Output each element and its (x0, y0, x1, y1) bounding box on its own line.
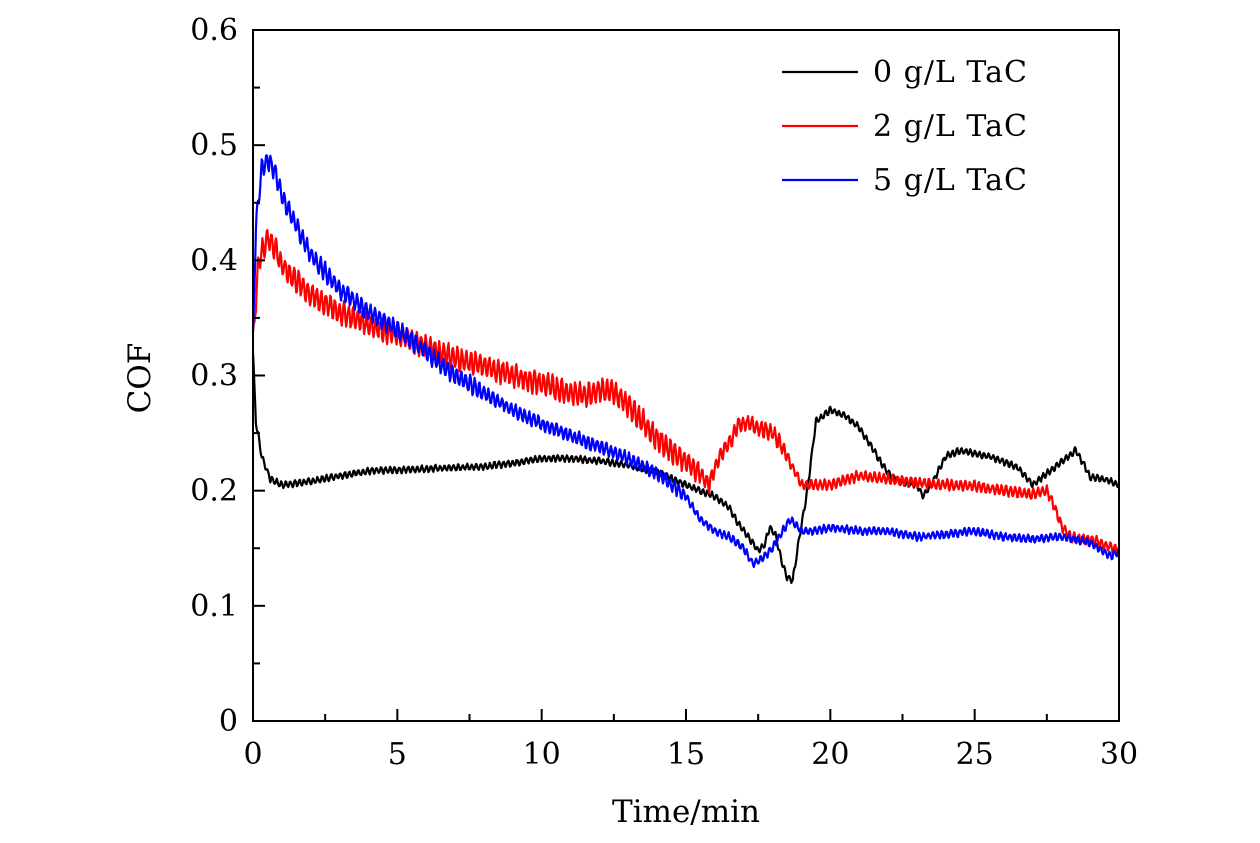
ticks-layer (252, 29, 1120, 722)
x-tick-label: 20 (811, 737, 849, 772)
x-axis-label: Time/min (612, 794, 760, 830)
y-tick-label: 0 (219, 704, 238, 739)
series-line-0 (251, 352, 1121, 584)
series-layer (251, 154, 1121, 584)
y-tick-label: 0.2 (190, 474, 238, 509)
legend-label-1: 2 g/L TaC (873, 109, 1028, 144)
x-tick-label: 5 (388, 737, 407, 772)
legend-label-0: 0 g/L TaC (873, 55, 1028, 90)
y-tick-label: 0.6 (190, 13, 238, 48)
y-tick-label: 0.5 (190, 128, 238, 163)
x-tick-label: 0 (243, 737, 262, 772)
y-tick-label: 0.1 (190, 589, 238, 624)
y-tick-label: 0.4 (190, 243, 238, 278)
x-tick-label: 30 (1100, 737, 1138, 772)
x-tick-label: 25 (956, 737, 994, 772)
y-axis-label: COF (122, 343, 158, 414)
series-line-1 (251, 229, 1121, 555)
y-tick-label: 0.3 (190, 359, 238, 394)
series-line-2 (251, 154, 1121, 569)
tick-labels-layer: 0 5 10 15 20 25 30 0 0.1 0.2 0.3 0.4 0.5 0.6 (190, 13, 1138, 772)
x-tick-label: 10 (523, 737, 561, 772)
legend: 0 g/L TaC 2 g/L TaC 5 g/L TaC (782, 55, 1028, 198)
legend-label-2: 5 g/L TaC (873, 163, 1028, 198)
x-tick-label: 15 (667, 737, 705, 772)
